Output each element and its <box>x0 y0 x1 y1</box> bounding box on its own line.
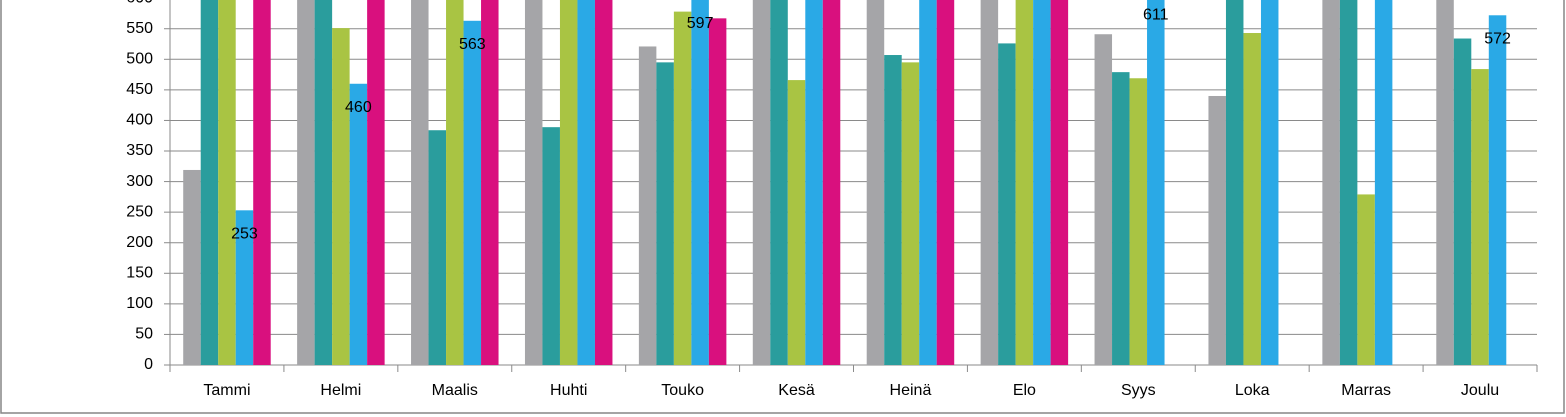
y-tick-label: 150 <box>126 265 153 282</box>
bar <box>691 0 709 365</box>
bar <box>980 0 999 366</box>
y-tick-label: 600 <box>126 0 153 6</box>
bar <box>884 55 902 366</box>
grid <box>164 0 1538 372</box>
bar <box>1357 194 1375 365</box>
x-tick-label: Syys <box>1121 382 1156 399</box>
bar <box>656 62 674 365</box>
bar <box>332 28 350 365</box>
bar <box>524 0 543 366</box>
y-tick-label: 350 <box>126 142 153 159</box>
bar <box>1488 15 1507 365</box>
bar <box>1225 0 1244 365</box>
y-tick-label: 400 <box>126 112 153 129</box>
bar <box>998 43 1016 365</box>
bar <box>936 0 955 366</box>
bar <box>314 0 333 365</box>
x-tick-label: Helmi <box>320 382 361 399</box>
bar <box>1243 33 1261 365</box>
data-label: 460 <box>345 99 372 116</box>
y-tick-label: 250 <box>126 203 153 220</box>
y-tick-label: 500 <box>126 51 153 68</box>
bar <box>752 0 771 365</box>
bar <box>559 0 578 366</box>
bar <box>235 210 254 365</box>
bar <box>542 127 560 365</box>
bar <box>1339 0 1358 365</box>
bar <box>866 0 885 365</box>
bar <box>787 80 806 365</box>
data-label: 611 <box>1143 7 1169 24</box>
bar <box>481 0 499 365</box>
data-label: 572 <box>1484 31 1511 48</box>
bar <box>1436 0 1454 366</box>
y-tick-label: 450 <box>126 81 153 98</box>
x-tick-label: Kesä <box>778 382 815 399</box>
bar <box>367 0 385 365</box>
bar <box>218 0 236 366</box>
y-tick-label: 0 <box>144 356 153 373</box>
x-tick-label: Huhti <box>550 382 587 399</box>
bar <box>1050 0 1069 366</box>
bar <box>1260 0 1279 365</box>
bar <box>708 18 727 366</box>
bar <box>1112 72 1130 366</box>
bar <box>297 0 315 365</box>
bar <box>1374 0 1393 365</box>
bar <box>673 11 692 365</box>
bars <box>183 0 1507 366</box>
bar <box>594 0 613 365</box>
bar <box>1453 38 1472 366</box>
bar <box>1129 78 1148 365</box>
bar <box>901 62 920 365</box>
y-tick-label: 100 <box>126 295 153 312</box>
bar <box>349 83 368 365</box>
bar <box>1471 69 1489 366</box>
bar <box>463 20 482 366</box>
x-tick-label: Tammi <box>203 382 250 399</box>
bar <box>805 0 823 366</box>
bar <box>919 0 937 365</box>
bar <box>822 0 841 366</box>
bar <box>253 0 271 365</box>
x-tick-label: Elo <box>1013 382 1036 399</box>
bar <box>1033 0 1051 365</box>
bar <box>1094 34 1113 365</box>
y-tick-label: 300 <box>126 173 153 190</box>
bar <box>770 0 788 365</box>
y-tick-label: 200 <box>126 234 153 251</box>
bar <box>1208 95 1226 365</box>
x-tick-label: Joulu <box>1461 382 1499 399</box>
bar <box>200 0 219 365</box>
labels: 0 50 100 150 200 250 300 350 400 450 500 550 600 Tamm… <box>126 0 1511 399</box>
bar <box>428 130 447 365</box>
data-label: 253 <box>231 226 258 243</box>
bar <box>638 46 657 365</box>
bar <box>1147 0 1165 365</box>
bar <box>446 0 464 365</box>
bar <box>1322 0 1340 366</box>
bar <box>411 0 429 365</box>
data-label: 597 <box>687 15 714 32</box>
bar <box>577 0 595 365</box>
x-tick-label: Marras <box>1341 382 1391 399</box>
bar <box>1015 0 1034 366</box>
data-label: 563 <box>459 36 486 53</box>
y-tick-label: 550 <box>126 20 153 37</box>
x-tick-label: Heinä <box>890 382 932 399</box>
y-tick-label: 50 <box>135 326 153 343</box>
x-tick-label: Loka <box>1235 382 1270 399</box>
x-tick-label: Maalis <box>432 382 478 399</box>
bar <box>183 169 201 365</box>
x-tick-label: Touko <box>661 382 704 399</box>
